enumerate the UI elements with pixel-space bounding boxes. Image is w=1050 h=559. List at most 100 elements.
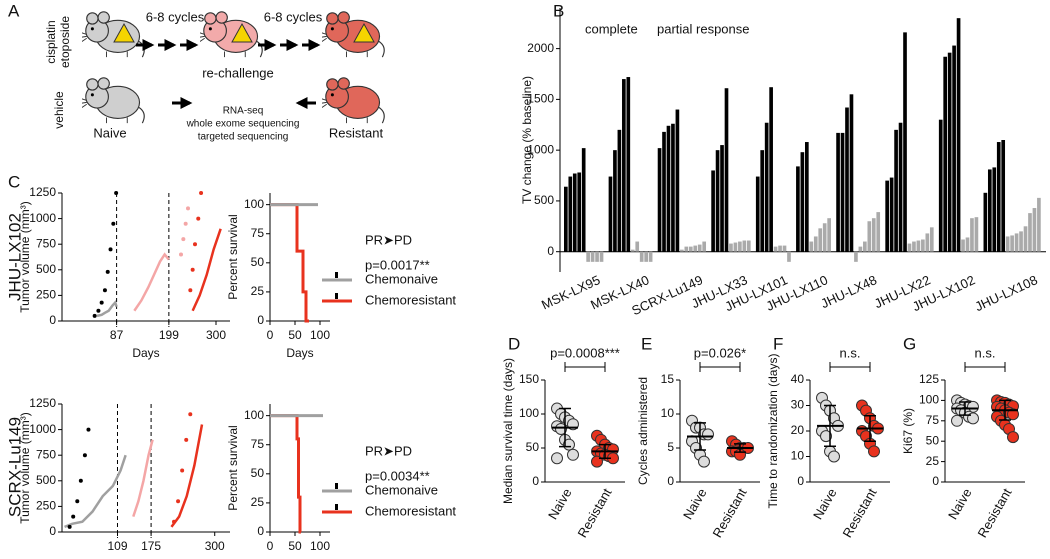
point bbox=[99, 300, 104, 305]
error-bar bbox=[864, 414, 876, 442]
x-tick-label: Naive bbox=[545, 486, 575, 522]
y-tick-label: 15 bbox=[661, 372, 675, 386]
bar bbox=[630, 249, 635, 252]
point bbox=[196, 216, 201, 221]
point bbox=[102, 288, 107, 293]
panel-label: E bbox=[641, 334, 652, 353]
point bbox=[176, 499, 181, 504]
y-axis-label: Percent survival bbox=[226, 214, 240, 299]
point bbox=[108, 247, 113, 252]
legend-marker bbox=[335, 504, 338, 510]
legend-label: Chemonaive bbox=[365, 482, 438, 497]
y-tick-label: 1250 bbox=[29, 396, 56, 410]
bar bbox=[733, 242, 738, 252]
point bbox=[551, 452, 563, 465]
x-tick-label: 87 bbox=[110, 328, 124, 342]
point bbox=[172, 519, 176, 524]
significance-bracket bbox=[829, 362, 871, 372]
bar bbox=[1019, 231, 1023, 252]
y-tick-label: 125 bbox=[919, 372, 939, 386]
point bbox=[96, 308, 101, 313]
point bbox=[186, 206, 190, 211]
point bbox=[82, 453, 87, 458]
line bbox=[64, 454, 127, 529]
bar bbox=[666, 125, 671, 252]
error-bar bbox=[599, 443, 611, 459]
panel-label: F bbox=[773, 334, 783, 353]
point bbox=[193, 242, 197, 247]
bar bbox=[1028, 213, 1032, 252]
bar bbox=[572, 173, 577, 252]
legend-label: Chemonaive bbox=[365, 271, 438, 286]
y-tick-label: 5 bbox=[667, 440, 674, 454]
sequencing-label: RNA-seq bbox=[223, 106, 264, 117]
x-tick-label: 109 bbox=[107, 539, 127, 553]
x-axis-label: Days bbox=[286, 557, 313, 559]
bar bbox=[921, 239, 925, 252]
bar bbox=[720, 145, 724, 252]
point bbox=[71, 514, 76, 519]
error-bar bbox=[559, 407, 571, 448]
bar bbox=[903, 32, 907, 252]
y-axis-label: Median survival time (days) bbox=[501, 358, 515, 504]
y-tick-label: 0 bbox=[667, 474, 674, 488]
bar bbox=[849, 94, 854, 252]
bar bbox=[907, 243, 912, 252]
point bbox=[698, 455, 710, 468]
bar bbox=[898, 122, 903, 252]
annotation: n.s. bbox=[975, 345, 996, 360]
bar bbox=[854, 251, 858, 262]
bar bbox=[813, 236, 818, 252]
error-bar bbox=[734, 443, 746, 453]
point bbox=[181, 237, 186, 242]
y-tick-label: 500 bbox=[36, 262, 56, 276]
x-tick-label: Resistant bbox=[974, 485, 1014, 540]
annotation: complete bbox=[585, 21, 638, 36]
x-tick-label: 199 bbox=[159, 328, 179, 342]
point bbox=[179, 252, 183, 257]
bar bbox=[724, 88, 729, 252]
legend-marker bbox=[335, 272, 338, 278]
bar bbox=[622, 79, 626, 252]
bar bbox=[599, 251, 604, 262]
bar bbox=[769, 87, 773, 252]
panel-label: G bbox=[903, 334, 916, 353]
bar bbox=[818, 228, 823, 252]
treatment-label: cisplatin bbox=[44, 20, 58, 63]
point bbox=[190, 267, 195, 272]
y-tick-label: 100 bbox=[244, 408, 264, 422]
x-tick-label: 50 bbox=[288, 539, 302, 553]
x-tick-label: JHU-LX108 bbox=[973, 272, 1040, 314]
bar bbox=[675, 109, 680, 252]
bar bbox=[711, 170, 715, 252]
y-tick-label: 750 bbox=[36, 447, 56, 461]
bar bbox=[809, 241, 814, 252]
line bbox=[96, 300, 118, 318]
bar bbox=[863, 241, 867, 252]
x-tick-label: 0 bbox=[267, 328, 274, 342]
y-axis-label: Cycles administered bbox=[636, 377, 650, 485]
bar bbox=[912, 241, 916, 252]
bar bbox=[742, 240, 747, 252]
x-tick-label: 300 bbox=[206, 328, 226, 342]
bar bbox=[715, 150, 720, 252]
y-tick-label: 750 bbox=[36, 236, 56, 250]
bar bbox=[952, 45, 956, 252]
y-tick-label: 1500 bbox=[527, 92, 554, 106]
bar bbox=[680, 249, 684, 252]
y-tick-label: 25 bbox=[251, 284, 265, 298]
bar bbox=[894, 129, 898, 252]
point bbox=[67, 524, 72, 529]
bar bbox=[840, 132, 845, 252]
y-tick-label: 75 bbox=[251, 437, 265, 451]
annotation: PR➤PD bbox=[365, 443, 412, 458]
bar bbox=[796, 166, 800, 252]
bar bbox=[595, 251, 599, 262]
y-axis-label: Ki67 (%) bbox=[901, 408, 915, 454]
x-tick-label: 100 bbox=[310, 539, 330, 553]
y-tick-label: 100 bbox=[244, 197, 264, 211]
significance-bracket bbox=[964, 362, 1006, 372]
point bbox=[75, 499, 80, 504]
y-tick-label: 150 bbox=[519, 372, 539, 386]
